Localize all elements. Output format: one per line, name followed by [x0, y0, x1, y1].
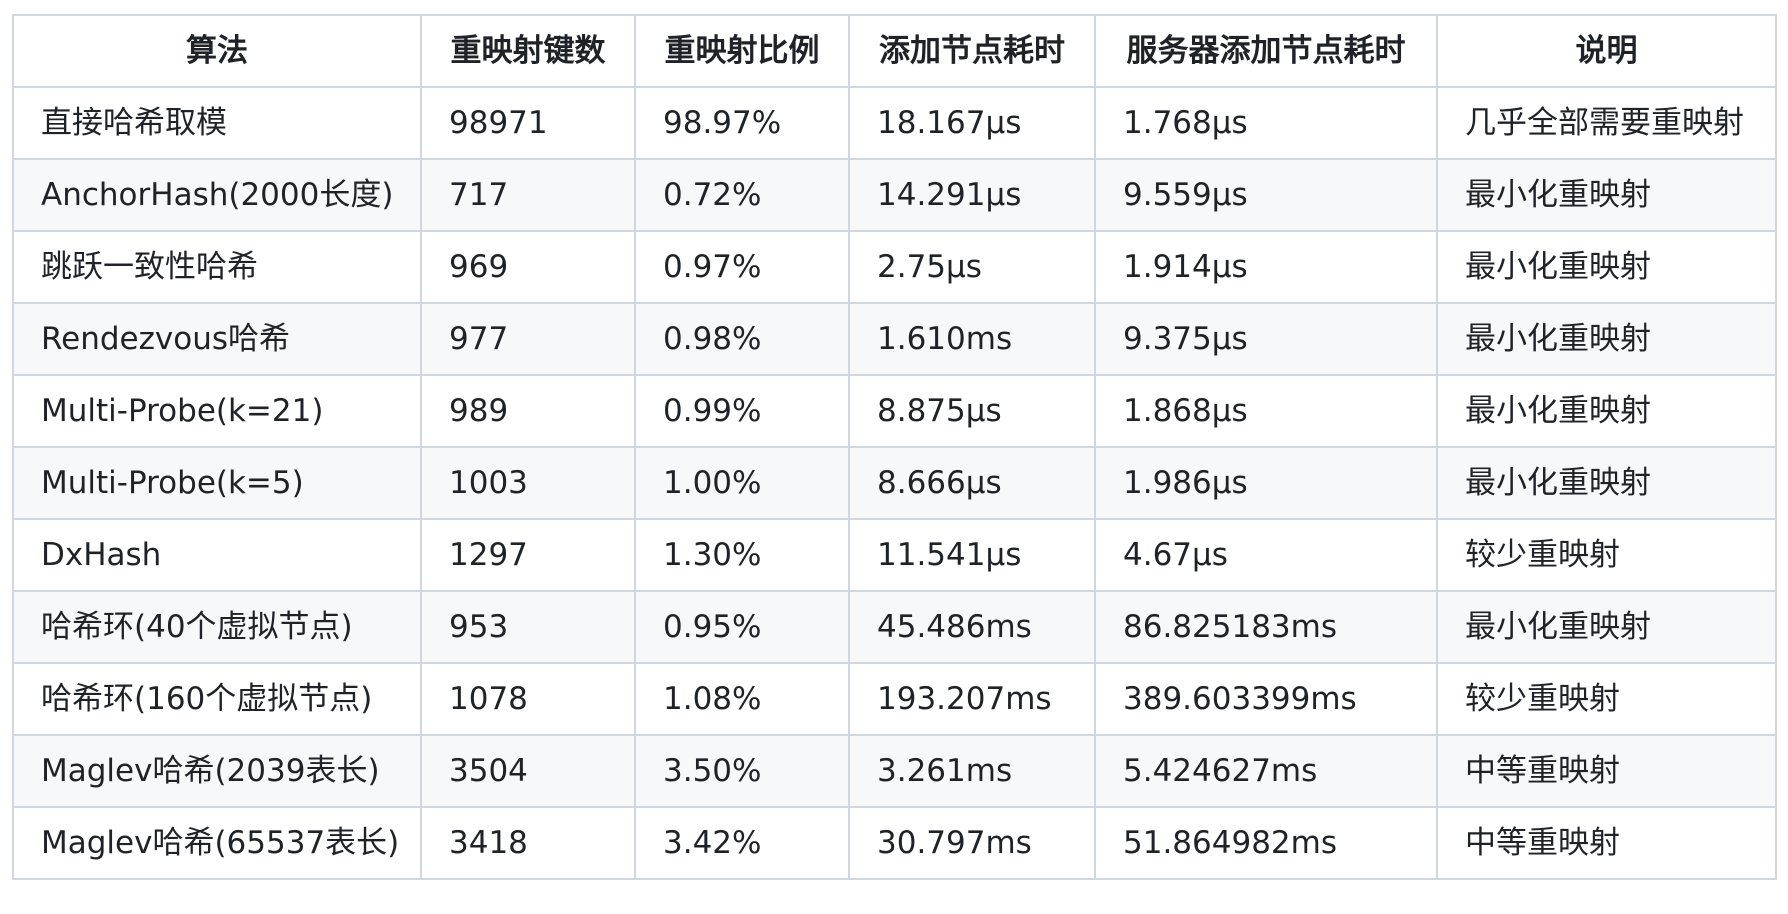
table-row: AnchorHash(2000长度) 717 0.72% 14.291µs 9.… — [12, 158, 1777, 232]
cell-algorithm: 直接哈希取模 — [12, 86, 422, 160]
cell-description: 中等重映射 — [1436, 734, 1777, 808]
table-row: 哈希环(40个虚拟节点) 953 0.95% 45.486ms 86.82518… — [12, 590, 1777, 664]
header-server-add-node-time: 服务器添加节点耗时 — [1094, 14, 1438, 88]
cell-add-node-time: 30.797ms — [848, 806, 1096, 880]
table-row: 哈希环(160个虚拟节点) 1078 1.08% 193.207ms 389.6… — [12, 662, 1777, 736]
cell-description: 较少重映射 — [1436, 662, 1777, 736]
cell-remapped-keys: 977 — [420, 302, 636, 376]
table-container: 算法 重映射键数 重映射比例 添加节点耗时 服务器添加节点耗时 说明 直接哈希取… — [12, 14, 1777, 880]
cell-remapped-keys: 98971 — [420, 86, 636, 160]
cell-remapped-keys: 1003 — [420, 446, 636, 520]
cell-algorithm: DxHash — [12, 518, 422, 592]
cell-description: 中等重映射 — [1436, 806, 1777, 880]
cell-add-node-time: 8.875µs — [848, 374, 1096, 448]
cell-server-add-node-time: 9.559µs — [1094, 158, 1438, 232]
cell-algorithm: Multi-Probe(k=21) — [12, 374, 422, 448]
cell-remapped-keys: 989 — [420, 374, 636, 448]
cell-algorithm: Maglev哈希(2039表长) — [12, 734, 422, 808]
cell-add-node-time: 2.75µs — [848, 230, 1096, 304]
cell-description: 最小化重映射 — [1436, 374, 1777, 448]
cell-remapped-keys: 1297 — [420, 518, 636, 592]
cell-remap-ratio: 1.08% — [634, 662, 850, 736]
cell-description: 较少重映射 — [1436, 518, 1777, 592]
cell-remapped-keys: 1078 — [420, 662, 636, 736]
cell-remapped-keys: 717 — [420, 158, 636, 232]
cell-remapped-keys: 3504 — [420, 734, 636, 808]
cell-add-node-time: 193.207ms — [848, 662, 1096, 736]
cell-server-add-node-time: 4.67µs — [1094, 518, 1438, 592]
table-row: Maglev哈希(65537表长) 3418 3.42% 30.797ms 51… — [12, 806, 1777, 880]
header-remapped-keys: 重映射键数 — [420, 14, 636, 88]
cell-algorithm: 跳跃一致性哈希 — [12, 230, 422, 304]
cell-add-node-time: 1.610ms — [848, 302, 1096, 376]
cell-server-add-node-time: 9.375µs — [1094, 302, 1438, 376]
cell-algorithm: AnchorHash(2000长度) — [12, 158, 422, 232]
cell-add-node-time: 3.261ms — [848, 734, 1096, 808]
cell-description: 最小化重映射 — [1436, 302, 1777, 376]
table-row: DxHash 1297 1.30% 11.541µs 4.67µs 较少重映射 — [12, 518, 1777, 592]
table-body: 直接哈希取模 98971 98.97% 18.167µs 1.768µs 几乎全… — [12, 86, 1777, 880]
cell-algorithm: 哈希环(160个虚拟节点) — [12, 662, 422, 736]
cell-remap-ratio: 0.99% — [634, 374, 850, 448]
table-row: Maglev哈希(2039表长) 3504 3.50% 3.261ms 5.42… — [12, 734, 1777, 808]
cell-description: 几乎全部需要重映射 — [1436, 86, 1777, 160]
cell-add-node-time: 8.666µs — [848, 446, 1096, 520]
cell-remap-ratio: 98.97% — [634, 86, 850, 160]
table-row: Multi-Probe(k=21) 989 0.99% 8.875µs 1.86… — [12, 374, 1777, 448]
header-add-node-time: 添加节点耗时 — [848, 14, 1096, 88]
cell-server-add-node-time: 51.864982ms — [1094, 806, 1438, 880]
cell-description: 最小化重映射 — [1436, 158, 1777, 232]
table-row: 直接哈希取模 98971 98.97% 18.167µs 1.768µs 几乎全… — [12, 86, 1777, 160]
header-remap-ratio: 重映射比例 — [634, 14, 850, 88]
header-description: 说明 — [1436, 14, 1777, 88]
table-row: 跳跃一致性哈希 969 0.97% 2.75µs 1.914µs 最小化重映射 — [12, 230, 1777, 304]
cell-remap-ratio: 0.97% — [634, 230, 850, 304]
cell-add-node-time: 11.541µs — [848, 518, 1096, 592]
cell-description: 最小化重映射 — [1436, 446, 1777, 520]
cell-remapped-keys: 969 — [420, 230, 636, 304]
cell-remap-ratio: 1.30% — [634, 518, 850, 592]
table-row: Multi-Probe(k=5) 1003 1.00% 8.666µs 1.98… — [12, 446, 1777, 520]
cell-algorithm: Multi-Probe(k=5) — [12, 446, 422, 520]
cell-server-add-node-time: 86.825183ms — [1094, 590, 1438, 664]
cell-description: 最小化重映射 — [1436, 590, 1777, 664]
header-row: 算法 重映射键数 重映射比例 添加节点耗时 服务器添加节点耗时 说明 — [12, 14, 1777, 88]
cell-remapped-keys: 3418 — [420, 806, 636, 880]
cell-add-node-time: 45.486ms — [848, 590, 1096, 664]
cell-remap-ratio: 0.72% — [634, 158, 850, 232]
cell-description: 最小化重映射 — [1436, 230, 1777, 304]
cell-server-add-node-time: 389.603399ms — [1094, 662, 1438, 736]
cell-server-add-node-time: 5.424627ms — [1094, 734, 1438, 808]
cell-remap-ratio: 0.98% — [634, 302, 850, 376]
cell-remap-ratio: 0.95% — [634, 590, 850, 664]
cell-algorithm: Maglev哈希(65537表长) — [12, 806, 422, 880]
cell-algorithm: Rendezvous哈希 — [12, 302, 422, 376]
cell-server-add-node-time: 1.868µs — [1094, 374, 1438, 448]
cell-server-add-node-time: 1.986µs — [1094, 446, 1438, 520]
cell-add-node-time: 14.291µs — [848, 158, 1096, 232]
cell-add-node-time: 18.167µs — [848, 86, 1096, 160]
hash-comparison-table: 算法 重映射键数 重映射比例 添加节点耗时 服务器添加节点耗时 说明 直接哈希取… — [12, 14, 1777, 880]
table-row: Rendezvous哈希 977 0.98% 1.610ms 9.375µs 最… — [12, 302, 1777, 376]
cell-server-add-node-time: 1.914µs — [1094, 230, 1438, 304]
cell-remap-ratio: 3.42% — [634, 806, 850, 880]
cell-remapped-keys: 953 — [420, 590, 636, 664]
cell-remap-ratio: 1.00% — [634, 446, 850, 520]
cell-remap-ratio: 3.50% — [634, 734, 850, 808]
table-header: 算法 重映射键数 重映射比例 添加节点耗时 服务器添加节点耗时 说明 — [12, 14, 1777, 88]
cell-server-add-node-time: 1.768µs — [1094, 86, 1438, 160]
header-algorithm: 算法 — [12, 14, 422, 88]
cell-algorithm: 哈希环(40个虚拟节点) — [12, 590, 422, 664]
